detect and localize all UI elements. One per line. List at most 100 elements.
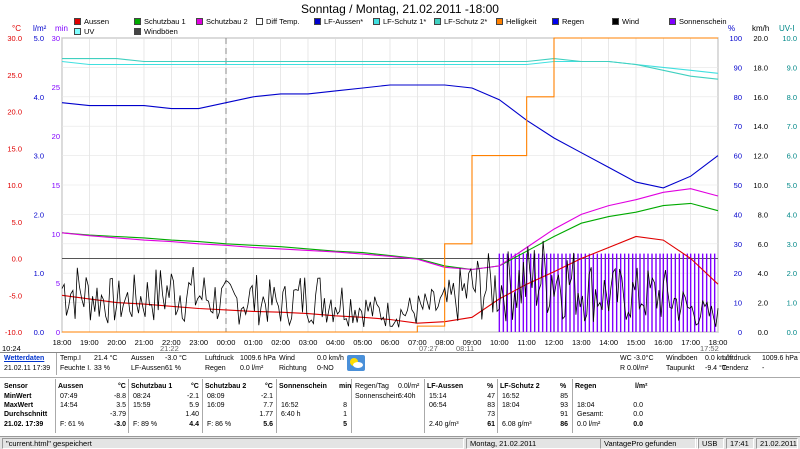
tick-label-kmh: 6.0 [758,240,768,249]
site-link[interactable]: Wetterdaten [4,355,45,362]
col-schutzbau1-header: Schutzbau 1 [131,383,173,390]
tick-label-percent: 10 [734,299,742,308]
legend-item: Wind [612,17,639,26]
tick-label-celsius: 25.0 [7,71,22,80]
col-lf-schutz2-time: 6.08 g/m³ [502,421,532,428]
legend-swatch [612,18,619,25]
series-schutzbau-1 [61,202,719,271]
legend-label: Wind [622,17,640,26]
col-schutzbau1-unit: °C [191,383,199,390]
legend-label: LF-Aussen* [324,17,364,26]
right-label: Taupunkt [666,365,695,372]
tick-label-x: 18:00 [53,338,72,347]
tick-label-minutes: 15 [52,181,60,190]
tick-label-minutes: 20 [52,132,60,141]
col-aussen-value: -3.0 [113,421,126,428]
series-schutzbau-2 [61,188,719,271]
col-aussen-time: 14:54 [60,402,78,409]
unit-minutes: min [55,24,68,33]
tick-label-kmh: 12.0 [753,152,768,161]
tick-label-x: 00:00 [217,338,236,347]
legend-swatch [669,18,676,25]
legend-label: Regen [562,17,585,26]
tick-label-percent: 0 [738,328,742,337]
tick-label-uv: 10.0 [782,34,797,43]
current-label: Aussen [131,355,155,362]
tick-label-minutes: 5 [56,279,60,288]
col-lf-aussen-value: 83 [487,402,495,409]
legend-label: Diff Temp. [266,17,300,26]
current-value: 0-NO [317,365,334,372]
tick-label-percent: 60 [734,152,742,161]
tick-label-percent: 50 [734,181,742,190]
col-schutzbau2-time: 16:09 [207,402,225,409]
legend-swatch [134,28,141,35]
current-value: 0.0 km/h [317,355,344,362]
legend-swatch [434,18,441,25]
tick-label-x: 06:00 [381,338,400,347]
legend-label: Sonnenschein [679,17,727,26]
right-value: 1009.6 hPa [762,355,798,362]
tick-label-percent: 90 [734,63,742,72]
tick-label-x: 04:00 [326,338,345,347]
stats-row-label: MinWert [4,393,32,400]
col-lf-schutz2-value: 93 [560,402,568,409]
legend-swatch [74,28,81,35]
tick-label-x: 14:00 [599,338,618,347]
tick-label-minutes: 30 [52,34,60,43]
col-schutzbau2-header: Schutzbau 2 [205,383,247,390]
legend-item: Sonnenschein [669,17,727,26]
tick-label-minutes: 10 [52,230,60,239]
legend-label: Schutzbau 2 [206,17,248,26]
col-sonnenschein-time: 6:40 h [281,411,301,418]
col-separator [55,379,56,433]
tick-label-percent: 20 [734,269,742,278]
tick-label-uv: 7.0 [787,122,797,131]
col-lf-schutz2-header: LF-Schutz 2 [500,383,540,390]
tick-label-kmh: 18.0 [753,63,768,72]
tick-label-percent: 100 [729,34,742,43]
tick-label-rain: 3.0 [34,152,44,161]
current-label: Temp.I [60,355,82,362]
col-aussen-value: 3.5 [116,402,126,409]
tick-label-x: 01:00 [244,338,263,347]
col-schutzbau1-time: 08:24 [133,393,151,400]
legend-label: Aussen [84,17,110,26]
current-value: 21.4 °C [94,355,118,362]
sunshine-value: 6:40h [398,393,416,400]
tick-label-x: 15:00 [627,338,646,347]
col-regen-unit: l/m² [635,383,648,390]
right-label: Tendenz [722,365,749,372]
status-usb: USB [698,438,724,449]
col-regen-value: 0.0 [633,402,643,409]
current-label: Wind [279,355,295,362]
current-value: -3.0 °C [165,355,187,362]
col-lf-schutz2-value: 85 [560,393,568,400]
col-lf-aussen-time: 2.40 g/m³ [429,421,459,428]
legend-item: Diff Temp. [256,17,300,26]
right-label: Windböen [666,355,698,362]
data-panel: Wetterdaten 21.02.11 17:39 Temp.I 21.4 °C… [0,352,800,436]
tick-label-x: 17:00 [681,338,700,347]
tick-label-kmh: 2.0 [758,299,768,308]
right-value: - [762,365,765,372]
legend-item: Schutzbau 1 [134,17,186,26]
tick-label-x: 10:00 [490,338,509,347]
tick-label-rain: 4.0 [34,93,44,102]
tick-label-uv: 1.0 [787,299,797,308]
unit-percent: % [728,24,736,33]
tick-label-uv: 9.0 [787,63,797,72]
tick-label-kmh: 16.0 [753,93,768,102]
status-bar: "current.html" gespeichert Montag, 21.02… [0,436,800,449]
col-lf-aussen-unit: % [487,383,494,390]
tick-label-uv: 4.0 [787,210,797,219]
stats-row-label: MaxWert [4,402,34,409]
tick-label-x: 21:00 [135,338,154,347]
x-mark-left: 10:24 [2,344,21,353]
stats-row-label: 21.02. 17:39 [4,421,44,428]
tick-label-kmh: 0.0 [758,328,768,337]
stats-row-label: Sensor [4,383,28,390]
col-regen-time: 18:04 [577,402,595,409]
unit-rain: l/m² [33,24,47,33]
tick-label-rain: 1.0 [34,269,44,278]
